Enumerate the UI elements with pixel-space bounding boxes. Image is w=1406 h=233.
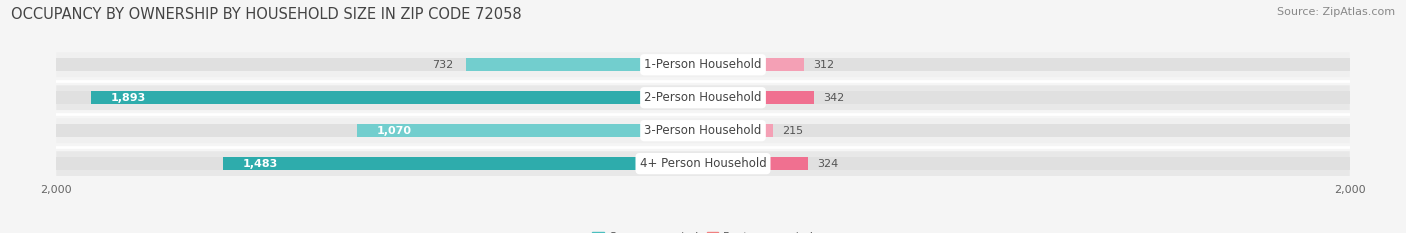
Bar bbox=[703, 58, 1350, 71]
Bar bbox=[56, 91, 703, 104]
Bar bbox=[91, 91, 703, 104]
Text: 1-Person Household: 1-Person Household bbox=[644, 58, 762, 71]
Bar bbox=[703, 91, 1350, 104]
FancyBboxPatch shape bbox=[56, 52, 1350, 77]
Bar bbox=[56, 157, 703, 170]
Bar bbox=[56, 58, 703, 71]
Text: 732: 732 bbox=[432, 60, 453, 70]
Bar bbox=[703, 157, 808, 170]
Text: 1,483: 1,483 bbox=[243, 159, 278, 169]
Bar bbox=[703, 124, 772, 137]
Bar bbox=[357, 124, 703, 137]
Bar bbox=[56, 124, 703, 137]
Text: 2-Person Household: 2-Person Household bbox=[644, 91, 762, 104]
Bar bbox=[703, 58, 804, 71]
Text: Source: ZipAtlas.com: Source: ZipAtlas.com bbox=[1277, 7, 1395, 17]
Bar bbox=[703, 124, 1350, 137]
Text: 1,070: 1,070 bbox=[377, 126, 412, 136]
Text: 1,893: 1,893 bbox=[110, 93, 145, 103]
Text: 312: 312 bbox=[814, 60, 835, 70]
Text: 342: 342 bbox=[824, 93, 845, 103]
Bar bbox=[703, 91, 814, 104]
Text: 4+ Person Household: 4+ Person Household bbox=[640, 157, 766, 170]
Bar bbox=[467, 58, 703, 71]
Legend: Owner-occupied, Renter-occupied: Owner-occupied, Renter-occupied bbox=[588, 227, 818, 233]
Bar bbox=[224, 157, 703, 170]
FancyBboxPatch shape bbox=[56, 151, 1350, 176]
FancyBboxPatch shape bbox=[56, 118, 1350, 143]
Text: 3-Person Household: 3-Person Household bbox=[644, 124, 762, 137]
FancyBboxPatch shape bbox=[56, 85, 1350, 110]
Bar bbox=[703, 157, 1350, 170]
Text: 215: 215 bbox=[782, 126, 803, 136]
Text: 324: 324 bbox=[817, 159, 839, 169]
Text: OCCUPANCY BY OWNERSHIP BY HOUSEHOLD SIZE IN ZIP CODE 72058: OCCUPANCY BY OWNERSHIP BY HOUSEHOLD SIZE… bbox=[11, 7, 522, 22]
